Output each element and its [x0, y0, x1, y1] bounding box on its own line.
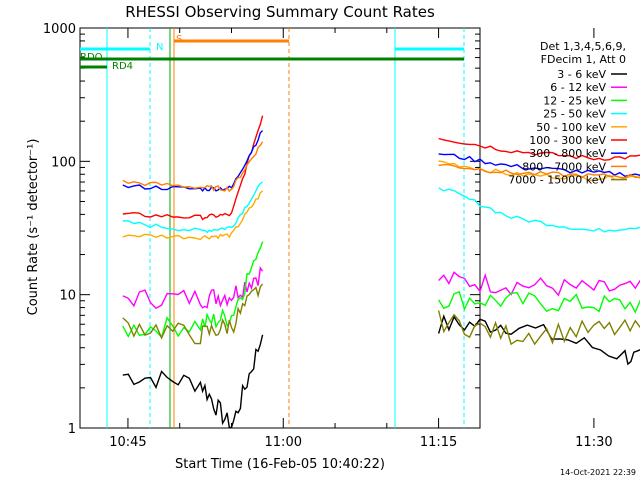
series-line-7-seg-0: [122, 141, 264, 193]
x-axis-label: Start Time (16-Feb-05 10:40:22): [175, 457, 385, 472]
series-line-8-seg-0: [122, 283, 264, 345]
y-axis-label: Count Rate (s⁻¹ detector⁻¹): [26, 139, 41, 316]
legend-label: 50 - 100 keV: [536, 121, 606, 134]
x-tick-label: 11:30: [575, 435, 612, 450]
series-line-8-seg-1: [437, 310, 640, 346]
x-tick-label: 11:00: [265, 435, 302, 450]
series-line-1-seg-1: [438, 271, 640, 297]
x-tick-label: 10:45: [109, 435, 146, 450]
series-line-3-seg-1: [438, 187, 640, 233]
legend-label: 6 - 12 keV: [550, 81, 606, 94]
annotations: S N RDO RD4: [80, 34, 182, 72]
series-line-5-seg-0: [122, 115, 264, 221]
series-line-0-seg-0: [122, 334, 264, 429]
chart-title: RHESSI Observing Summary Count Rates: [125, 3, 435, 21]
axis-labels: 110100100010:4511:0011:1511:3011:4512:00…: [43, 22, 613, 450]
legend: Det 1,3,4,5,6,9,FDecim 1, Att 0 3 - 6 keV…: [508, 40, 627, 187]
legend-label: 3 - 6 keV: [557, 68, 606, 81]
legend-label: 7000 - 15000 keV: [508, 174, 606, 187]
y-tick-label: 100: [51, 155, 76, 170]
legend-header: FDecim 1, Att 0: [541, 53, 626, 66]
y-tick-label: 10: [59, 289, 76, 304]
series-line-1-seg-0: [122, 266, 264, 310]
legend-label: 800 - 7000 keV: [522, 160, 606, 173]
series-layer: [122, 115, 640, 429]
legend-label: 300 - 800 keV: [529, 147, 606, 160]
legend-label: 25 - 50 keV: [543, 108, 606, 121]
annotation-s: S: [176, 34, 182, 45]
series-line-7-seg-1: [438, 163, 640, 179]
series-line-2-seg-1: [438, 290, 640, 314]
annotation-rdo: RDO: [80, 52, 103, 63]
legend-header: Det 1,3,4,5,6,9,: [540, 40, 626, 53]
timestamp: 14-Oct-2021 22:39: [560, 468, 636, 477]
series-line-5-seg-1: [438, 137, 640, 161]
x-tick-label: 11:15: [420, 435, 457, 450]
series-line-4-seg-0: [122, 190, 264, 241]
overlay-lines: [80, 28, 465, 428]
series-line-3-seg-0: [122, 181, 263, 234]
series-line-6-seg-0: [122, 130, 264, 193]
legend-label: 12 - 25 keV: [543, 94, 606, 107]
series-line-6-seg-1: [438, 153, 640, 178]
y-tick-label: 1000: [43, 22, 76, 37]
y-tick-label: 1: [68, 422, 76, 437]
series-line-0-seg-1: [437, 314, 640, 366]
annotation-n: N: [156, 42, 163, 53]
legend-label: 100 - 300 keV: [529, 134, 606, 147]
plot-border: [79, 27, 481, 429]
annotation-rd4: RD4: [112, 61, 133, 72]
series-line-2-seg-0: [122, 241, 264, 339]
